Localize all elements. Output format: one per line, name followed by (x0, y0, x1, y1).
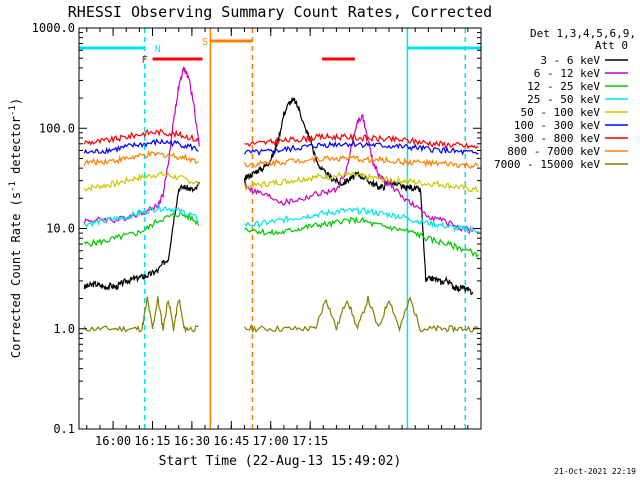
x-tick-label: 17:15 (292, 434, 328, 448)
series-line-3 (83, 202, 479, 234)
state-label-S: S (202, 37, 208, 48)
legend-label-4: 50 - 100 keV (521, 106, 601, 119)
x-axis-ticks: 16:00 16:15 16:30 16:45 17:00 17:15 (86, 28, 469, 448)
series-line-7 (83, 150, 479, 170)
series-line-2 (83, 211, 479, 259)
x-tick-label: 17:00 (253, 434, 289, 448)
series-line-8 (83, 295, 479, 334)
plot-frame (78, 27, 482, 430)
series-line-0 (83, 96, 474, 296)
legend-label-7: 800 - 7000 keV (507, 145, 600, 158)
y-tick-label: 0.1 (53, 422, 75, 436)
state-bars: NF S (79, 37, 481, 66)
y-axis-ticks: 0.1 1.0 10.0 100.0 1000.0 (32, 21, 481, 436)
y-tick-label: 10.0 (46, 222, 75, 236)
vertical-marker-lines (143, 28, 466, 429)
series-line-4 (83, 170, 479, 193)
legend-label-3: 25 - 50 keV (527, 93, 600, 106)
y-tick-label: 1.0 (53, 322, 75, 336)
state-label-N: N (155, 44, 161, 55)
x-tick-label: 16:15 (134, 434, 170, 448)
chart-title: RHESSI Observing Summary Count Rates, Co… (68, 3, 492, 21)
legend-subtitle: Att 0 (595, 39, 628, 52)
series-line-5 (83, 138, 479, 157)
legend-label-8: 7000 - 15000 keV (494, 158, 600, 171)
legend-label-1: 6 - 12 keV (534, 67, 601, 80)
y-axis-label: Corrected Count Rate (s-1 detector-1) (8, 98, 23, 358)
state-label-F: F (142, 55, 148, 66)
series-line-1 (83, 66, 474, 236)
legend-title: Det 1,3,4,5,6,9, (530, 27, 636, 40)
legend-label-0: 3 - 6 keV (540, 54, 600, 67)
series-group (83, 66, 479, 334)
legend-label-2: 12 - 25 keV (527, 80, 600, 93)
x-axis-label: Start Time (22-Aug-13 15:49:02) (159, 454, 402, 469)
series-line-6 (83, 128, 479, 150)
y-tick-label: 100.0 (39, 121, 75, 135)
x-tick-label: 16:45 (213, 434, 249, 448)
x-tick-label: 16:00 (95, 434, 131, 448)
legend-label-6: 300 - 800 keV (514, 132, 600, 145)
y-tick-label: 1000.0 (32, 21, 75, 35)
legend-label-5: 100 - 300 keV (514, 119, 600, 132)
footer-timestamp: 21-Oct-2021 22:19 (554, 467, 636, 476)
x-tick-label: 16:30 (174, 434, 210, 448)
